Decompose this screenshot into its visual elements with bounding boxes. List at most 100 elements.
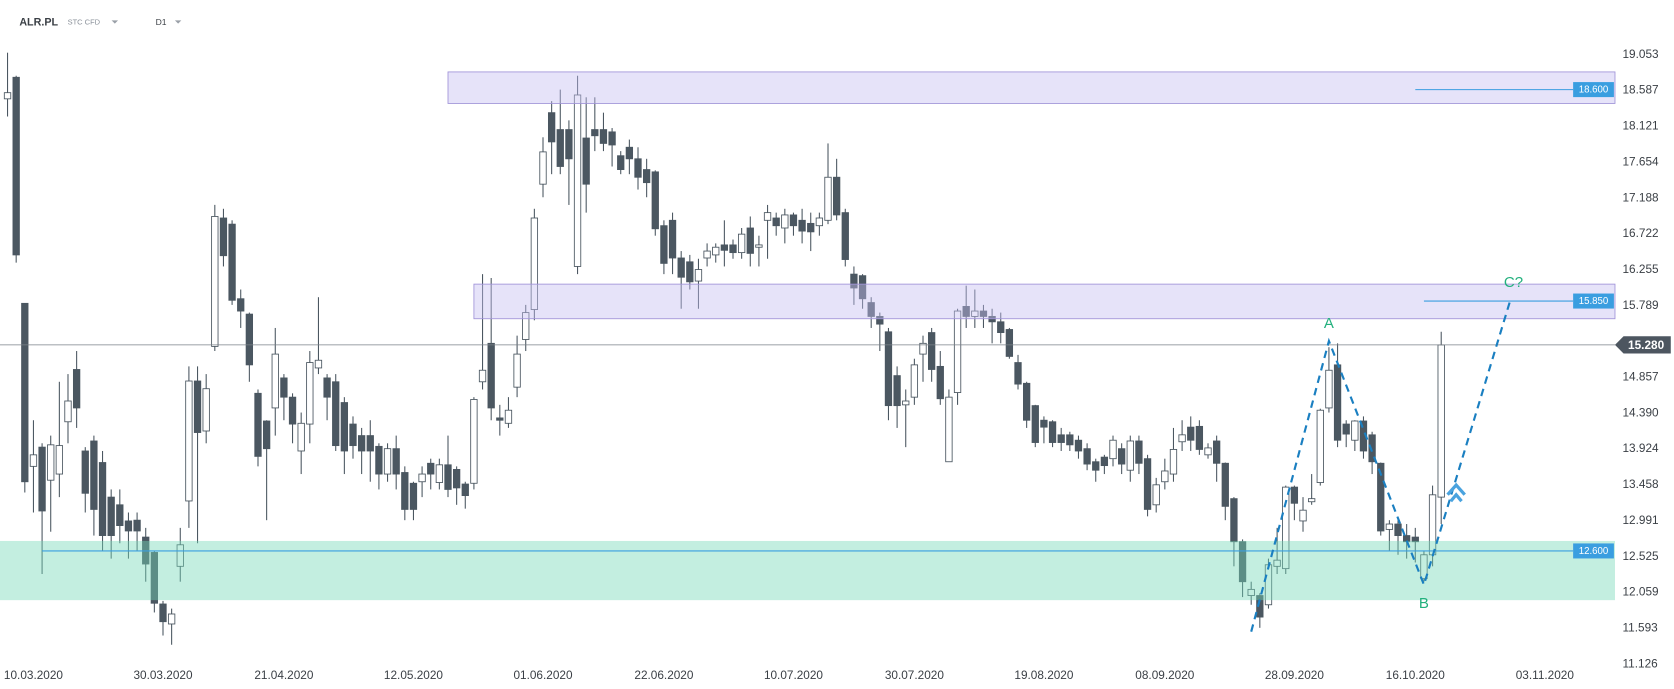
- x-tick-label: 30.03.2020: [133, 668, 192, 682]
- candle-body: [401, 472, 409, 510]
- level-label: 12.600: [1579, 546, 1609, 557]
- candle-body: [38, 446, 46, 512]
- candle-body: [1195, 425, 1204, 450]
- last-price-label: 15.280: [1628, 338, 1665, 352]
- header: ALR.PL STC CFD D1: [19, 16, 182, 28]
- y-tick-label: 13.924: [1622, 441, 1659, 455]
- candle-body: [591, 129, 599, 137]
- candle-body: [496, 417, 504, 421]
- candle-body: [1221, 462, 1229, 507]
- candle-body: [167, 613, 176, 625]
- candle-body: [418, 473, 426, 483]
- candle-body: [712, 246, 720, 256]
- candle-body: [90, 440, 98, 510]
- interval[interactable]: D1: [156, 17, 167, 27]
- candle-body: [47, 444, 55, 481]
- candle-body: [686, 261, 694, 283]
- x-tick-label: 10.07.2020: [764, 668, 823, 682]
- candle-body: [729, 244, 737, 254]
- candle-body: [919, 342, 927, 355]
- candle-body: [772, 217, 780, 227]
- candle-body: [737, 233, 746, 254]
- x-tick-label: 16.10.2020: [1386, 668, 1445, 682]
- candles: [3, 52, 1445, 645]
- candle-body: [427, 462, 435, 475]
- last-price-tag: [1614, 336, 1671, 354]
- y-tick-label: 18.587: [1622, 83, 1658, 97]
- market: STC CFD: [68, 18, 101, 27]
- x-tick-label: 03.11.2020: [1516, 668, 1575, 682]
- y-tick-label: 11.593: [1622, 620, 1658, 634]
- candle-body: [660, 225, 668, 264]
- candle-body: [124, 520, 133, 532]
- candle-body: [573, 94, 582, 267]
- candle-body: [1161, 470, 1169, 483]
- candle-body: [228, 223, 236, 301]
- x-tick-label: 21.04.2020: [254, 668, 313, 682]
- candle-body: [392, 448, 400, 475]
- direction-arrow: [1446, 482, 1466, 503]
- candle-body: [971, 310, 979, 317]
- candle-body: [297, 422, 305, 452]
- candle-body: [262, 420, 271, 450]
- candle-body: [625, 146, 634, 160]
- candle-body: [997, 321, 1005, 334]
- candle-body: [1066, 434, 1074, 446]
- y-tick-label: 15.789: [1622, 298, 1658, 312]
- candle-body: [703, 250, 711, 259]
- candle-body: [12, 76, 20, 256]
- candle-body: [1308, 498, 1316, 503]
- candle-body: [1143, 458, 1152, 510]
- candle-body: [668, 219, 677, 259]
- candle-body: [435, 464, 444, 483]
- x-tick-label: 28.09.2020: [1265, 668, 1324, 682]
- candle-body: [81, 450, 89, 494]
- symbol[interactable]: ALR.PL: [19, 16, 58, 28]
- x-tick-label: 12.05.2020: [384, 668, 443, 682]
- candle-body: [1118, 448, 1126, 465]
- candle-body: [634, 158, 642, 178]
- candle-body: [1100, 456, 1109, 467]
- candle-body: [781, 214, 789, 229]
- candle-body: [1213, 440, 1221, 464]
- candle-body: [1014, 362, 1022, 385]
- candle-body: [1299, 509, 1307, 522]
- candle-body: [504, 409, 513, 424]
- candle-body: [1126, 440, 1134, 471]
- candle-body: [815, 217, 824, 227]
- candle-body: [807, 222, 815, 233]
- candle-body: [211, 216, 219, 347]
- candle-body: [29, 454, 38, 467]
- candle-body: [945, 396, 953, 463]
- candle-body: [349, 423, 357, 447]
- candle-body: [927, 332, 936, 370]
- candle-body: [245, 313, 254, 366]
- y-tick-label: 19.053: [1622, 47, 1659, 61]
- candle-body: [876, 315, 884, 325]
- interval-dropdown[interactable]: [174, 20, 182, 24]
- candle-body: [1256, 595, 1264, 618]
- x-tick-label: 08.09.2020: [1135, 668, 1194, 682]
- candle-body: [64, 400, 72, 423]
- candle-body: [487, 342, 495, 409]
- candle-body: [237, 298, 245, 312]
- candle-body: [1238, 541, 1247, 583]
- x-tick-label: 19.08.2020: [1014, 668, 1073, 682]
- candle-body: [565, 129, 573, 160]
- candle-body: [910, 364, 919, 398]
- price-zone: [447, 71, 1616, 104]
- x-tick-label: 22.06.2020: [634, 668, 693, 682]
- candle-body: [3, 92, 12, 100]
- candle-body: [383, 448, 392, 475]
- candle-body: [1342, 423, 1350, 435]
- level-tag: [1573, 82, 1614, 98]
- candle-body: [1325, 369, 1333, 409]
- candle-body: [798, 219, 806, 232]
- candle-body: [107, 496, 115, 536]
- candle-body: [1316, 409, 1324, 483]
- candle-body: [599, 129, 608, 144]
- candle-body: [1023, 382, 1031, 421]
- candle-body: [202, 388, 210, 432]
- market-dropdown[interactable]: [111, 20, 119, 24]
